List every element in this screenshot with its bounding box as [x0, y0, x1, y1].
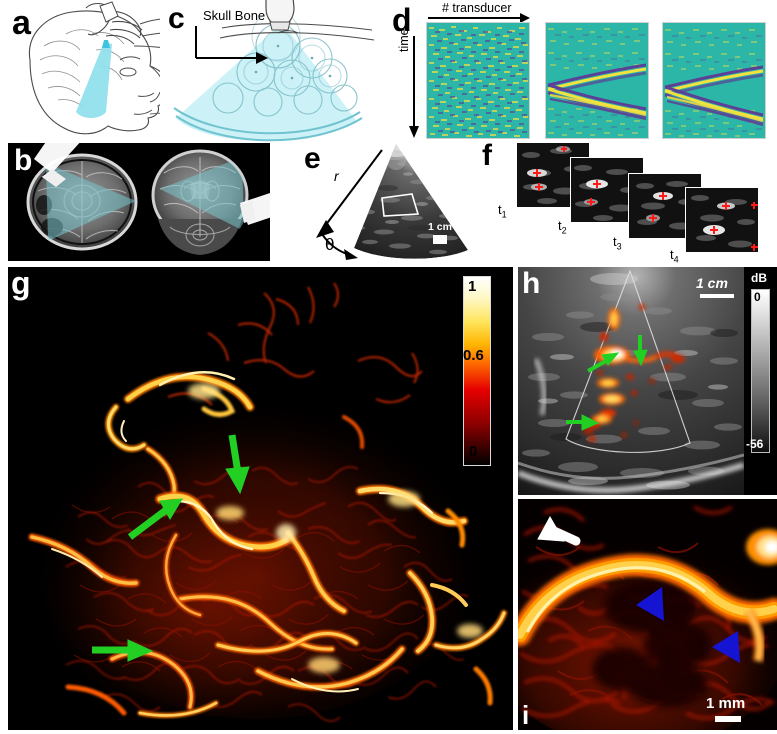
green-arrow-h2: [587, 352, 620, 373]
roi-outline: [381, 193, 420, 217]
green-arrows: [92, 434, 250, 662]
r-axis-arrow: [316, 220, 334, 238]
panel-label-a: a: [12, 4, 31, 42]
mri-axial-slice: [26, 153, 138, 251]
panel-label-i: i: [522, 700, 530, 730]
t-glyph-1: t: [498, 202, 502, 217]
coronal-sector-overlay: [160, 157, 244, 231]
db-colorbar-title: dB: [751, 271, 767, 285]
tracking-frame-4-image: [686, 188, 758, 252]
panel-i-image: [518, 499, 777, 730]
panel-e-image: [300, 142, 482, 262]
db-tick-max: 0: [754, 290, 761, 304]
panel-b-mri-overlay: b: [8, 143, 270, 261]
panel-f-tracking-frames: f t1: [480, 140, 777, 265]
panel-h-image: [518, 267, 777, 495]
panel-label-e: e: [304, 142, 321, 175]
green-arrow-2: [127, 498, 183, 540]
t-glyph-3: t: [613, 234, 617, 249]
t-sub-4: 4: [673, 254, 679, 265]
scalebar-label-i: 1 mm: [706, 695, 746, 712]
panel-label-f: f: [482, 140, 492, 172]
rf-frame-1: [426, 22, 530, 139]
t-glyph-2: t: [558, 218, 562, 233]
scalebar-i: [715, 716, 741, 722]
rf-frame-2: [545, 22, 649, 139]
scalebar-label-e: 1 cm: [428, 221, 452, 233]
rf-frame-1-data: [427, 23, 529, 138]
blue-arrowheads: [636, 587, 740, 663]
axis-label-theta: θ: [325, 235, 335, 254]
skull-bone-arrow: [256, 52, 268, 64]
imaging-sector: [176, 30, 356, 141]
panel-i-ulm-zoom: i 1 mm: [518, 499, 777, 730]
panel-label-h: h: [522, 267, 541, 300]
probe-axial: [34, 143, 80, 187]
panel-b-images: [8, 143, 270, 261]
major-vessels: [28, 371, 507, 718]
panel-d-rf-data: d # transducer time: [390, 0, 777, 148]
panel-e-bmode-sector: e r θ 1 cm: [300, 142, 482, 262]
panel-c-skull-diagram: c Skull Bone: [160, 0, 390, 150]
main-artery: [518, 554, 777, 646]
t-glyph-4: t: [670, 247, 674, 262]
scalebar-label-h: 1 cm: [696, 275, 728, 291]
tracking-frame-4: [685, 187, 759, 253]
scalebar-h: [700, 294, 734, 298]
axis-label-r: r: [334, 168, 339, 184]
db-colorbar: [751, 289, 770, 453]
rf-frame-2-data: [546, 23, 648, 138]
axis-label-transducer: # transducer: [442, 1, 512, 15]
panel-label-c: c: [168, 2, 185, 35]
blue-arrowhead-1: [636, 587, 664, 621]
panel-d-axes: [409, 13, 530, 138]
colorbar-tick-min: 0: [469, 443, 478, 460]
green-arrows-h: [566, 335, 648, 431]
colorbar-tick-mid: 0.6: [463, 347, 484, 364]
timepoint-label-1: t1: [498, 202, 507, 220]
sector-outline: [565, 269, 691, 453]
mri-coronal-slice: [151, 149, 249, 255]
t-sub-2: 2: [561, 225, 567, 236]
timepoint-label-4: t4: [670, 247, 679, 265]
db-tick-min: -56: [746, 437, 764, 451]
scalebar-e: [433, 235, 447, 244]
skull-bone-annotation: Skull Bone: [203, 8, 266, 23]
microbubble-markers: [533, 146, 567, 191]
rf-frame-3-data: [663, 23, 765, 138]
green-arrow-h3: [566, 414, 600, 431]
tracking-frame-2: [570, 157, 644, 223]
intensity-colorbar: [463, 276, 491, 466]
t-sub-1: 1: [501, 209, 507, 220]
blue-arrowhead-2: [712, 631, 740, 663]
rf-frame-3: [662, 22, 766, 139]
t-sub-3: 3: [616, 241, 622, 252]
tracking-frame-3: [628, 173, 702, 239]
white-arrow: [537, 515, 581, 546]
theta-axis-arrow: [344, 249, 358, 260]
axial-sector-overlay: [46, 163, 136, 241]
panel-label-d: d: [392, 2, 412, 38]
green-arrow-h1: [633, 335, 648, 367]
green-arrow-3: [92, 639, 154, 662]
panel-label-b: b: [14, 144, 33, 177]
colorbar-tick-max: 1: [468, 278, 477, 295]
probe-coronal: [240, 193, 270, 225]
ultrasound-beam: [76, 42, 112, 118]
panel-c-drawing: [160, 0, 390, 150]
timepoint-label-3: t3: [613, 234, 622, 252]
panel-g-ulm-map: g i 1 cm 1 0.6 0: [8, 267, 513, 730]
timepoint-label-2: t2: [558, 218, 567, 236]
panel-h-power-doppler: h 1 cm dB 0 -56: [518, 267, 777, 495]
panel-label-g: g: [11, 267, 31, 301]
panel-g-vascular-map: [8, 267, 513, 730]
green-arrow-1: [225, 434, 250, 495]
